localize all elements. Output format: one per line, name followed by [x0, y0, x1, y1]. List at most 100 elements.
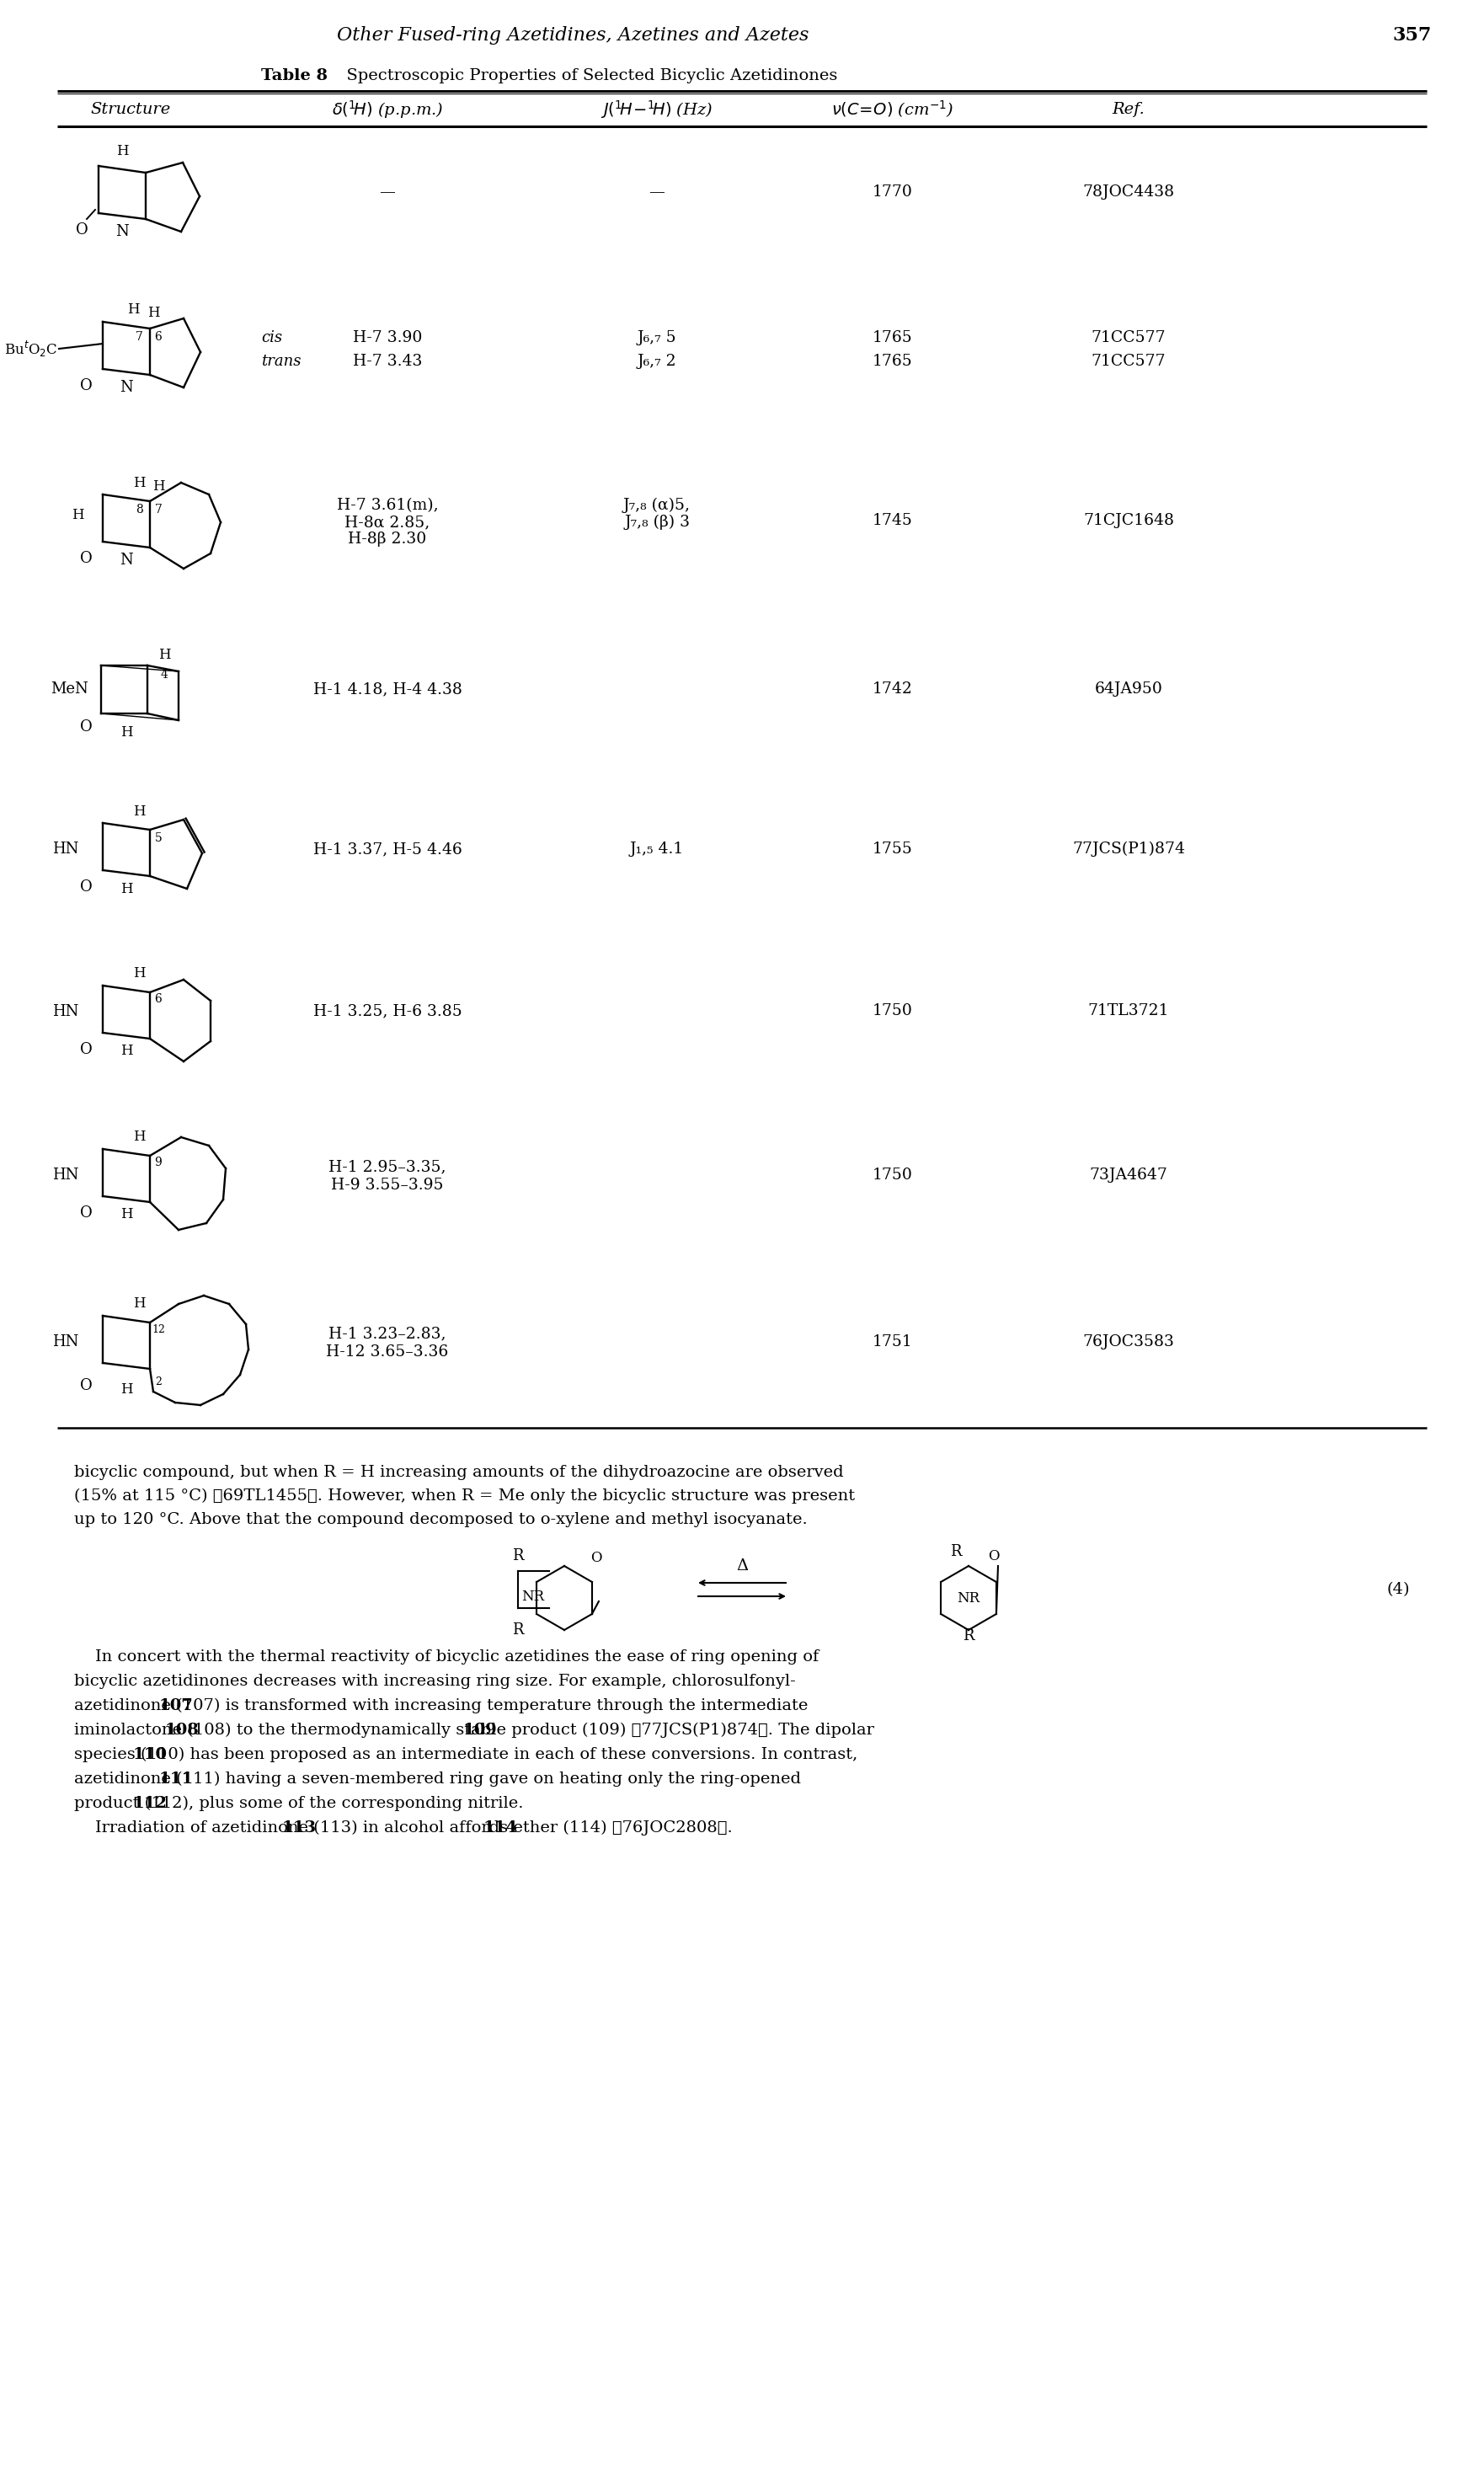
- Text: 71CC577: 71CC577: [1091, 353, 1166, 368]
- Text: —: —: [649, 184, 665, 199]
- Text: H-9 3.55–3.95: H-9 3.55–3.95: [331, 1178, 444, 1193]
- Text: O: O: [80, 1041, 92, 1056]
- Text: H: H: [128, 303, 139, 318]
- Text: R: R: [950, 1543, 962, 1558]
- Text: O: O: [80, 1379, 92, 1394]
- Text: H: H: [153, 480, 165, 492]
- Text: H: H: [147, 306, 159, 321]
- Text: azetidinone (111) having a seven-membered ring gave on heating only the ring-ope: azetidinone (111) having a seven-membere…: [74, 1772, 801, 1787]
- Text: HN: HN: [52, 1334, 79, 1349]
- Text: $J(^1\!H\!-\!^1\!H)$ (Hz): $J(^1\!H\!-\!^1\!H)$ (Hz): [601, 99, 714, 119]
- Text: O: O: [80, 1205, 92, 1220]
- Text: In concert with the thermal reactivity of bicyclic azetidines the ease of ring o: In concert with the thermal reactivity o…: [74, 1650, 819, 1665]
- Text: H-8α 2.85,: H-8α 2.85,: [344, 514, 430, 529]
- Text: O: O: [80, 880, 92, 895]
- Text: 108: 108: [165, 1722, 199, 1737]
- Text: H-12 3.65–3.36: H-12 3.65–3.36: [326, 1344, 448, 1359]
- Text: 71CJC1648: 71CJC1648: [1083, 512, 1174, 529]
- Text: HN: HN: [52, 842, 79, 857]
- Text: 107: 107: [159, 1697, 193, 1712]
- Text: H-1 3.37, H-5 4.46: H-1 3.37, H-5 4.46: [313, 842, 462, 857]
- Text: H-1 3.23–2.83,: H-1 3.23–2.83,: [328, 1327, 447, 1342]
- Text: N: N: [120, 552, 134, 567]
- Text: Structure: Structure: [91, 102, 171, 117]
- Text: O: O: [80, 718, 92, 736]
- Text: azetidinone (107) is transformed with increasing temperature through the interme: azetidinone (107) is transformed with in…: [74, 1697, 807, 1715]
- Text: HN: HN: [52, 1168, 79, 1183]
- Text: bicyclic azetidinones decreases with increasing ring size. For example, chlorosu: bicyclic azetidinones decreases with inc…: [74, 1675, 795, 1690]
- Text: 6: 6: [154, 994, 162, 1004]
- Text: Other Fused-ring Azetidines, Azetines and Azetes: Other Fused-ring Azetidines, Azetines an…: [337, 27, 809, 45]
- Text: 1770: 1770: [873, 184, 913, 199]
- Text: 110: 110: [132, 1747, 168, 1762]
- Text: O: O: [988, 1548, 1000, 1563]
- Text: 7: 7: [135, 331, 142, 343]
- Text: product (112), plus some of the corresponding nitrile.: product (112), plus some of the correspo…: [74, 1797, 524, 1812]
- Text: iminolactone (108) to the thermodynamically stable product (109) ❩77JCS(P1)874❪.: iminolactone (108) to the thermodynamica…: [74, 1722, 874, 1737]
- Text: $\nu(C\!=\!O)$ (cm$^{-1}$): $\nu(C\!=\!O)$ (cm$^{-1}$): [831, 99, 954, 119]
- Text: J₇,₈ (β) 3: J₇,₈ (β) 3: [625, 514, 690, 529]
- Text: O: O: [76, 221, 88, 239]
- Text: HN: HN: [52, 1004, 79, 1019]
- Text: N: N: [120, 380, 134, 395]
- Text: Ref.: Ref.: [1112, 102, 1146, 117]
- Text: (4): (4): [1386, 1583, 1410, 1598]
- Text: H: H: [132, 967, 145, 982]
- Text: 113: 113: [282, 1822, 316, 1836]
- Text: H-1 4.18, H-4 4.38: H-1 4.18, H-4 4.38: [313, 681, 462, 696]
- Text: 114: 114: [482, 1822, 518, 1836]
- Text: 8: 8: [135, 504, 142, 514]
- Text: Irradiation of azetidinone (113) in alcohol affords ether (114) ❩76JOC2808❪.: Irradiation of azetidinone (113) in alco…: [74, 1819, 733, 1836]
- Text: NR: NR: [957, 1590, 979, 1605]
- Text: 1751: 1751: [873, 1334, 913, 1349]
- Text: 73JA4647: 73JA4647: [1089, 1168, 1168, 1183]
- Text: MeN: MeN: [50, 681, 88, 696]
- Text: J₆,₇ 2: J₆,₇ 2: [637, 353, 677, 368]
- Text: (15% at 115 °C) ❩69TL1455❪. However, when R = Me only the bicyclic structure was: (15% at 115 °C) ❩69TL1455❪. However, whe…: [74, 1489, 855, 1503]
- Text: H: H: [132, 1297, 145, 1312]
- Text: H-8β 2.30: H-8β 2.30: [349, 532, 427, 547]
- Text: NR: NR: [522, 1588, 545, 1603]
- Text: 77JCS(P1)874: 77JCS(P1)874: [1071, 842, 1186, 857]
- Text: 111: 111: [159, 1772, 193, 1787]
- Text: H: H: [120, 1208, 132, 1223]
- Text: 1765: 1765: [873, 353, 913, 368]
- Text: H: H: [120, 726, 132, 741]
- Text: 1765: 1765: [873, 331, 913, 345]
- Text: H-1 3.25, H-6 3.85: H-1 3.25, H-6 3.85: [313, 1004, 462, 1019]
- Text: 2: 2: [154, 1377, 162, 1387]
- Text: 6: 6: [154, 331, 162, 343]
- Text: H: H: [159, 649, 171, 661]
- Text: H: H: [132, 805, 145, 818]
- Text: 71CC577: 71CC577: [1091, 331, 1166, 345]
- Text: R: R: [963, 1628, 974, 1643]
- Text: J₁,₅ 4.1: J₁,₅ 4.1: [629, 842, 684, 857]
- Text: H-7 3.90: H-7 3.90: [353, 331, 421, 345]
- Text: H-7 3.61(m),: H-7 3.61(m),: [337, 497, 438, 512]
- Text: H: H: [71, 507, 83, 522]
- Text: Bu$^t$O$_2$C: Bu$^t$O$_2$C: [4, 338, 58, 358]
- Text: 1742: 1742: [873, 681, 913, 696]
- Text: trans: trans: [261, 353, 301, 368]
- Text: J₆,₇ 5: J₆,₇ 5: [637, 331, 677, 345]
- Text: H: H: [120, 882, 132, 897]
- Text: species (110) has been proposed as an intermediate in each of these conversions.: species (110) has been proposed as an in…: [74, 1747, 858, 1762]
- Text: 4: 4: [160, 668, 168, 681]
- Text: up to 120 °C. Above that the compound decomposed to o-xylene and methyl isocyana: up to 120 °C. Above that the compound de…: [74, 1511, 807, 1528]
- Text: R: R: [512, 1623, 524, 1638]
- Text: 1745: 1745: [873, 512, 913, 529]
- Text: H-1 2.95–3.35,: H-1 2.95–3.35,: [328, 1158, 447, 1175]
- Text: 64JA950: 64JA950: [1095, 681, 1162, 696]
- Text: 12: 12: [151, 1325, 165, 1334]
- Text: J₇,₈ (α)5,: J₇,₈ (α)5,: [623, 497, 690, 512]
- Text: Δ: Δ: [736, 1558, 748, 1573]
- Text: 112: 112: [132, 1797, 168, 1812]
- Text: O: O: [591, 1551, 603, 1566]
- Text: 71TL3721: 71TL3721: [1088, 1004, 1169, 1019]
- Text: 7: 7: [154, 504, 162, 514]
- Text: —: —: [380, 184, 395, 199]
- Text: N: N: [116, 224, 129, 239]
- Text: 1755: 1755: [873, 842, 913, 857]
- Text: H: H: [132, 1131, 145, 1146]
- Text: H: H: [116, 144, 128, 159]
